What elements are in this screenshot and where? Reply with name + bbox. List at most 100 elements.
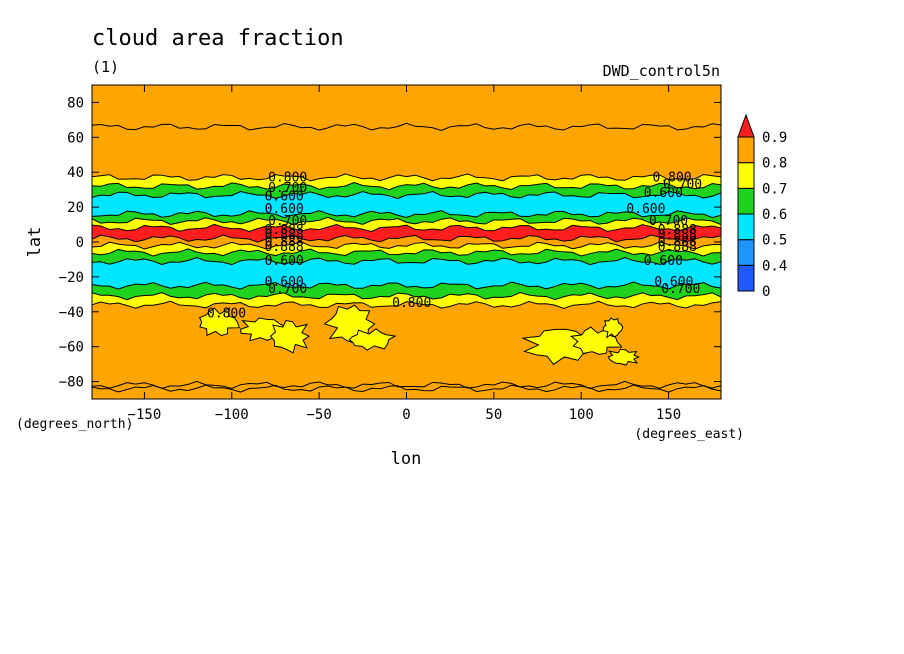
contour-label: 0.700 [649,214,688,229]
colorbar-label: 0.4 [762,258,787,274]
y-tick-label: −60 [59,340,84,356]
contour-band [92,173,721,190]
contour-label: 0.888 [658,240,697,255]
x-tick-label: −100 [215,407,249,423]
contour-label: 0.700 [663,177,702,192]
colorbar-swatch [737,187,755,215]
contour-patch [198,307,240,337]
contour-line [92,292,721,301]
contour-line [92,241,721,250]
contour-label: 0.888 [658,235,697,250]
contour-label: 0.600 [644,186,683,201]
contour-label: 0.888 [265,223,304,238]
y-tick-label: −80 [59,375,84,391]
y-tick-label: 20 [67,200,84,216]
colorbar-extend-arrow [737,113,755,138]
contour-band [92,224,721,243]
y-tick-label: 40 [67,165,84,181]
y-tick-label: −40 [59,305,84,321]
colorbar-swatch [737,264,755,292]
contour-band [92,182,721,199]
colorbar-swatch [737,136,755,164]
contour-line [92,182,721,191]
contour-patch [348,328,397,351]
contour-line [92,380,721,390]
contour-lines [92,122,721,393]
contour-line [92,384,721,393]
contour-line [92,216,721,226]
y-tick-label: 60 [67,130,84,146]
contour-label: 0.800 [207,307,246,322]
chart-title: cloud area fraction [92,26,344,51]
contour-label: 0.600 [265,190,304,205]
colorbar-swatch [737,162,755,189]
x-tick-label: −50 [306,407,331,423]
x-tick-label: 0 [402,407,410,423]
x-tick-label: 150 [656,407,681,423]
contour-band [92,234,721,250]
colorbar-label: 0.6 [762,207,787,223]
units-label: (1) [92,58,119,76]
contour-band [92,292,721,309]
contour-band [92,257,721,290]
contour-label: 0.800 [268,170,307,185]
contour-band [92,282,721,300]
contour-label: 0.888 [658,228,697,243]
contour-band [92,248,721,265]
contour-band [92,217,721,232]
contour-label: 0.700 [268,214,307,229]
contour-label: 0.800 [392,296,431,311]
colorbar-label: 0.5 [762,233,787,249]
colorbar: 0 0.4 0.5 0.6 0.7 0.8 0.9 [737,113,787,300]
x-tick-label: 50 [485,407,502,423]
contour-band [92,242,721,257]
contour-label: 0.600 [265,275,304,290]
contour-line [92,300,721,309]
contour-patch [607,348,640,366]
colorbar-label: 0 [762,284,770,300]
x-axis-unit: (degrees_east) [634,427,744,442]
colorbar-label: 0.9 [762,130,787,146]
contour-label: 0.700 [661,282,700,297]
contour-band [92,85,721,181]
colorbar-swatch [737,239,755,266]
contour-label: 0.700 [268,181,307,196]
contour-label: 0.888 [265,235,304,250]
contour-patches [198,304,640,366]
contour-line [92,248,721,257]
contour-label: 0.600 [626,202,665,217]
contour-label: 0.600 [265,202,304,217]
contour-line [92,281,721,290]
y-axis-label: lat [25,227,45,258]
contour-patch [602,317,624,339]
y-axis-ticks: −80 −60 −40 −20 0 20 40 60 80 [59,95,721,391]
contour-line [92,190,721,200]
contour-patch [269,319,311,354]
contour-label: 0.700 [268,282,307,297]
contour-label: 0.800 [653,170,692,185]
x-axis-ticks: −150 −100 −50 0 50 100 150 [128,85,681,423]
colorbar-label: 0.8 [762,156,787,172]
x-tick-label: −150 [128,407,162,423]
contour-line [92,173,721,182]
x-tick-label: 100 [569,407,594,423]
contour-label: 0.600 [654,275,693,290]
x-axis-label: lon [391,449,422,469]
contour-line [92,210,721,219]
contour-line [92,122,721,131]
y-tick-label: 0 [76,235,84,251]
contour-line [92,223,721,233]
y-tick-label: −20 [59,270,84,286]
contour-label: 0.888 [265,228,304,243]
colorbar-swatch [737,213,755,241]
contour-label: 0.888 [658,223,697,238]
contour-label: 0.600 [644,254,683,269]
colorbar-label: 0.7 [762,181,787,197]
contour-label: 0.888 [265,240,304,255]
y-axis-unit: (degrees_north) [16,417,133,432]
y-tick-label: 80 [67,95,84,111]
contour-label: 0.600 [265,254,304,269]
run-label: DWD_control5n [603,62,720,80]
plot-area [92,85,721,399]
